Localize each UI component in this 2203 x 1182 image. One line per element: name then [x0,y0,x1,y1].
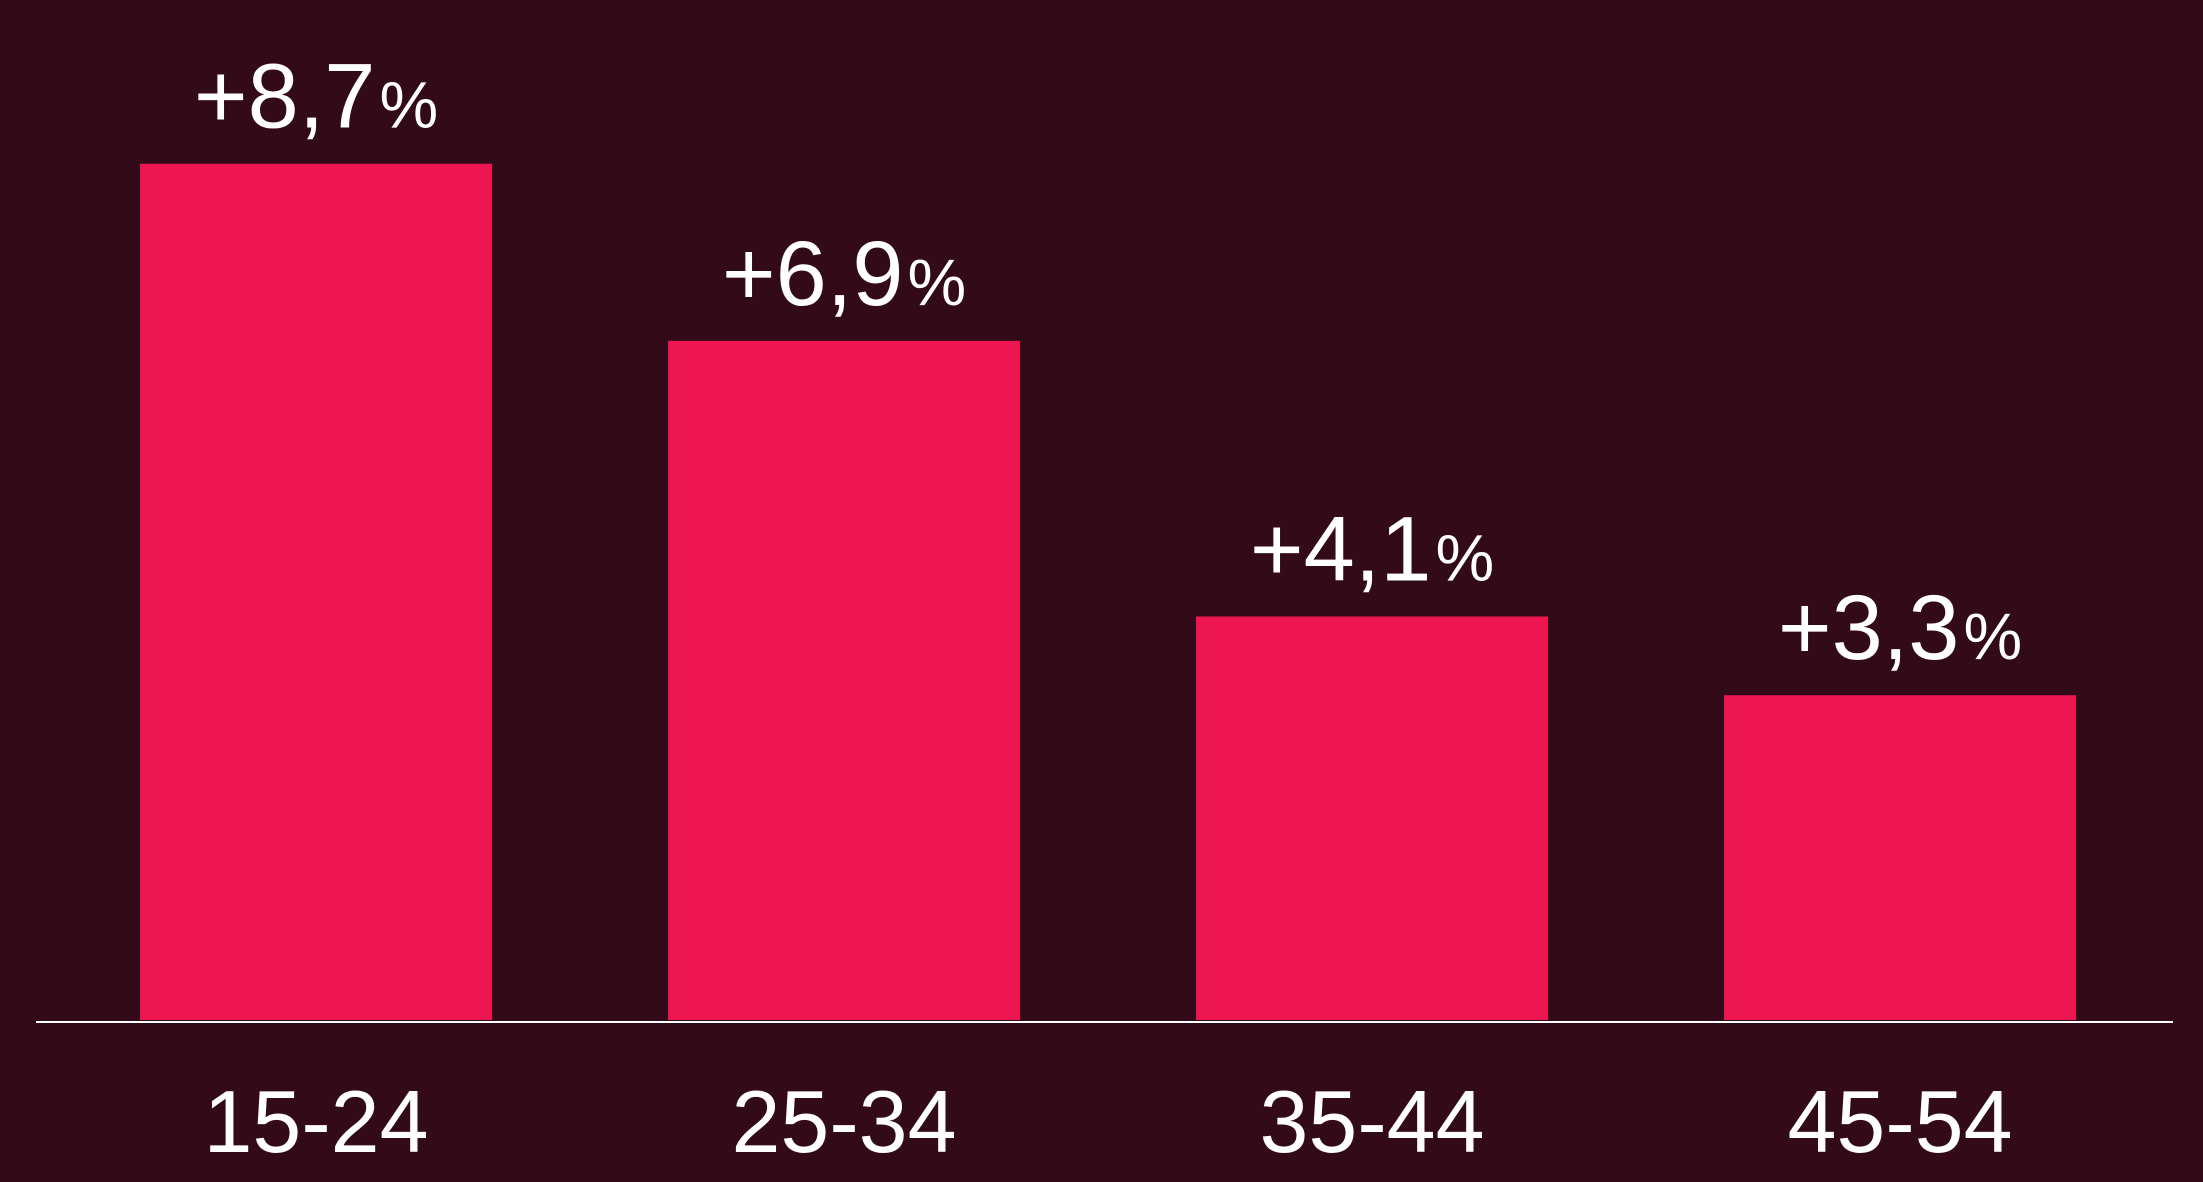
x-tick-labels-group: 15-24 25-34 35-44 45-54 [203,1072,2012,1171]
x-tick-label-25-34: 25-34 [731,1072,956,1171]
value-label-25-34: +6,9% [722,223,966,325]
bar-15-24 [140,163,492,1021]
x-tick-label-35-44: 35-44 [1259,1072,1484,1171]
bar-25-34 [668,340,1020,1020]
bars-group [140,163,2076,1021]
bar-45-54 [1724,695,2076,1020]
value-label-15-24: +8,7% [194,46,438,148]
x-tick-label-45-54: 45-54 [1787,1072,2012,1171]
value-label-35-44: +4,1% [1250,498,1494,600]
x-tick-label-15-24: 15-24 [203,1072,428,1171]
bar-35-44 [1196,616,1548,1020]
value-label-45-54: +3,3% [1778,577,2022,679]
value-labels-group: +8,7% +6,9% +4,1% +3,3% [194,46,2022,679]
